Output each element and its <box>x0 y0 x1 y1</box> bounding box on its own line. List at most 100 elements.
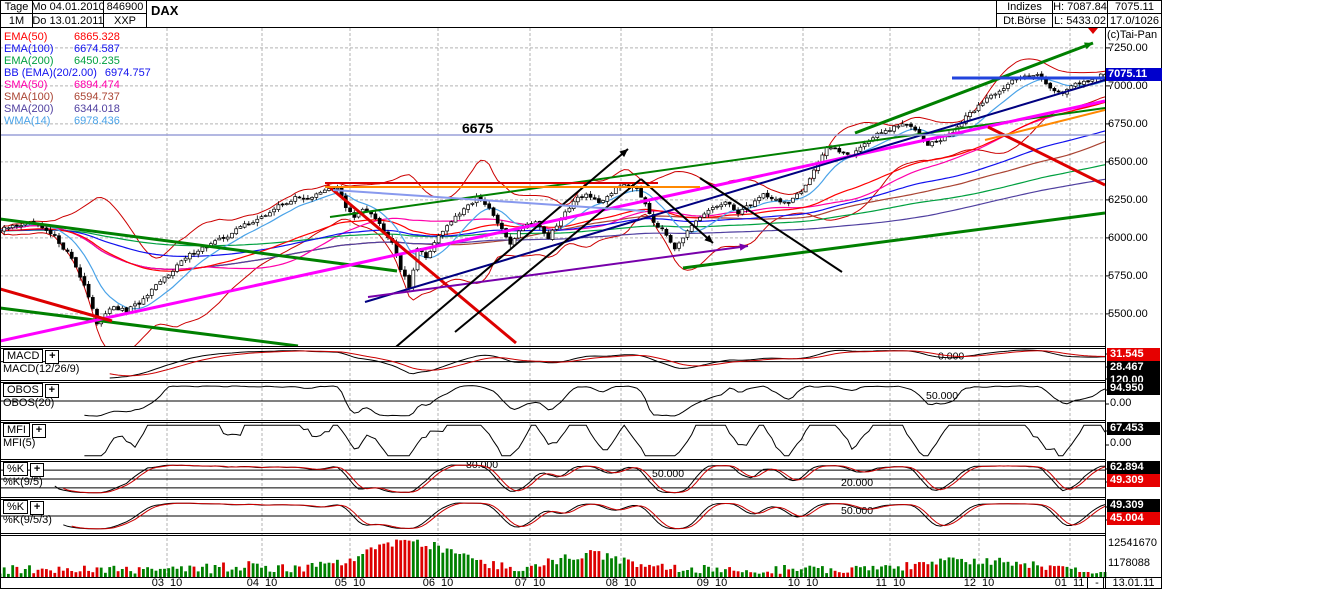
month-label: 05 <box>334 577 347 589</box>
obos-button[interactable]: OBOS <box>3 383 43 397</box>
mfi-expand-icon[interactable]: + <box>31 424 46 438</box>
overlay-value: 6894.474 <box>74 79 120 91</box>
obos-value-badge: 94.950 <box>1107 382 1160 395</box>
wkn-cell[interactable]: 846900 <box>103 0 147 14</box>
k2-label: %K(9/5/3) <box>3 514 52 526</box>
k2-expand-icon[interactable]: + <box>30 501 45 515</box>
obos-zero-label: 0.00 <box>1110 397 1132 409</box>
price-tick-label: 7250.00 <box>1108 42 1148 54</box>
k1-label: %K(9/5) <box>3 476 43 488</box>
symbol-code-cell[interactable]: XXP <box>103 13 147 28</box>
overlay-label-row: EMA(100) 6674.587 <box>4 43 151 55</box>
k2-button[interactable]: %K <box>3 500 29 514</box>
chart-canvas[interactable]: 0.000 50.000 80.000 50.000 20.000 50.000 <box>0 0 1163 589</box>
svg-text:80.000: 80.000 <box>466 459 498 471</box>
volume-last-label: 1178088 <box>1108 557 1151 569</box>
overlay-label-row: SMA(200) 6344.018 <box>4 103 151 115</box>
month-label: 07 <box>514 577 527 589</box>
svg-text:0.000: 0.000 <box>938 351 964 363</box>
last-price-badge: 7075.11 <box>1106 68 1162 81</box>
overlay-value: 6974.757 <box>104 67 151 79</box>
date-to-cell: Do 13.01.2011 <box>32 13 104 28</box>
price-tick-label: 6500.00 <box>1108 156 1148 168</box>
macd-value-badge: 120.00 <box>1107 374 1160 382</box>
price-annotation-6675: 6675 <box>462 120 494 136</box>
macd-button[interactable]: MACD <box>3 349 44 363</box>
year-label: 10 <box>353 577 366 589</box>
high-value-cell: H: 7087.84 <box>1052 0 1108 14</box>
overlay-label-row: BB (EMA)(20/2.00) 6974.757 <box>4 67 151 79</box>
svg-text:50.000: 50.000 <box>652 468 684 480</box>
macd-value-badge: 31.545 <box>1107 348 1160 361</box>
ratio-cell: 17.0/1026 <box>1107 13 1162 28</box>
year-label: 11 <box>1073 577 1085 589</box>
k1-expand-icon[interactable]: + <box>30 463 45 477</box>
month-label: 01 <box>1054 577 1067 589</box>
date-from-cell: Mo 04.01.2010 <box>31 0 105 14</box>
k2-value-badge: 49.309 <box>1107 499 1160 512</box>
svg-text:20.000: 20.000 <box>841 477 873 489</box>
last-price-cell: 7075.11 <box>1107 0 1162 14</box>
pane-control-k1: %K + <box>3 462 45 477</box>
overlay-label-row: EMA(50) 6865.328 <box>4 31 151 43</box>
overlay-name: EMA(50) <box>4 31 48 43</box>
pane-control-macd: MACD + <box>3 349 60 364</box>
mfi-button[interactable]: MFI <box>3 423 30 437</box>
overlay-value: 6978.436 <box>74 115 120 127</box>
alert-triangle-icon <box>1088 28 1098 34</box>
overlay-label-row: SMA(50) 6894.474 <box>4 79 151 91</box>
overlay-value: 6344.018 <box>74 103 120 115</box>
k1-value-badge: 62.894 <box>1107 461 1160 474</box>
price-tick-label: 7000.00 <box>1108 80 1148 92</box>
overlay-label-row: EMA(200) 6450.235 <box>4 55 151 67</box>
pane-control-k2: %K + <box>3 500 45 515</box>
year-label: 10 <box>893 577 906 589</box>
macd-value-badge: 28.467 <box>1107 361 1160 374</box>
axis-dash: - <box>1095 577 1099 589</box>
pane-control-obos: OBOS + <box>3 383 59 398</box>
end-date-label: 13.01.11 <box>1112 577 1155 589</box>
overlay-name: BB (EMA)(20/2.00) <box>4 67 97 79</box>
mfi-zero-label: 0.00 <box>1110 437 1132 449</box>
year-label: 10 <box>170 577 183 589</box>
timeframe-cell[interactable]: Tage <box>0 0 33 14</box>
obos-label: OBOS(20) <box>3 397 55 409</box>
overlay-name: SMA(50) <box>4 79 48 91</box>
month-label: 12 <box>963 577 976 589</box>
macd-expand-icon[interactable]: + <box>45 350 60 364</box>
year-label: 10 <box>982 577 995 589</box>
svg-text:50.000: 50.000 <box>926 390 958 402</box>
year-label: 10 <box>715 577 728 589</box>
macd-label: MACD(12/26/9) <box>3 363 80 375</box>
price-tick-label: 6000.00 <box>1108 232 1148 244</box>
year-label: 10 <box>624 577 637 589</box>
svg-text:50.000: 50.000 <box>841 505 873 517</box>
k1-value-badge: 49.309 <box>1107 474 1160 487</box>
overlay-value: 6865.328 <box>74 31 120 43</box>
overlay-name: EMA(100) <box>4 43 54 55</box>
month-label: 11 <box>875 577 887 589</box>
overlay-label-row: SMA(100) 6594.737 <box>4 91 151 103</box>
year-label: 10 <box>441 577 454 589</box>
obos-expand-icon[interactable]: + <box>44 384 59 398</box>
period-cell[interactable]: 1M <box>0 13 33 28</box>
price-tick-label: 6750.00 <box>1108 118 1148 130</box>
price-tick-label: 5750.00 <box>1108 270 1148 282</box>
mfi-label: MFI(5) <box>3 437 36 449</box>
overlay-legend: EMA(50) 6865.328 EMA(100) 6674.587 EMA(200) 6… <box>4 31 151 127</box>
exchange-cell[interactable]: Dt.Börse <box>996 13 1053 28</box>
indizes-cell[interactable]: Indizes <box>996 0 1053 14</box>
overlay-name: SMA(200) <box>4 103 54 115</box>
instrument-title: DAX <box>151 2 179 18</box>
month-label: 03 <box>151 577 164 589</box>
k1-button[interactable]: %K <box>3 462 29 476</box>
pane-control-mfi: MFI + <box>3 423 46 438</box>
month-label: 09 <box>696 577 709 589</box>
month-label: 08 <box>605 577 618 589</box>
year-label: 10 <box>533 577 546 589</box>
overlay-name: EMA(200) <box>4 55 54 67</box>
overlay-label-row: WMA(14) 6978.436 <box>4 115 151 127</box>
month-label: 10 <box>787 577 800 589</box>
low-value-cell: L: 5433.02 <box>1052 13 1108 28</box>
